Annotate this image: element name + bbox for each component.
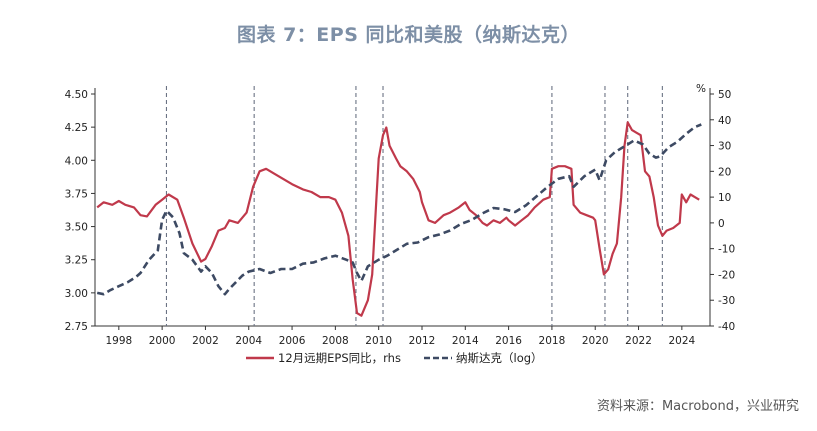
- x-tick-label: 2006: [279, 335, 306, 347]
- x-tick-label: 2016: [495, 335, 522, 347]
- series-layer: [96, 121, 702, 317]
- x-tick-label: 2014: [452, 335, 479, 347]
- eps-yoy-line: [96, 121, 700, 317]
- x-axis: 1998 2000 2002 2004 2006 2008 2010 2012 2014 2016…: [105, 326, 696, 347]
- chart-title: 图表 7：EPS 同比和美股（纳斯达克）: [236, 24, 581, 46]
- left-tick-label: 3.75: [65, 188, 88, 200]
- right-tick-label: 40: [718, 115, 731, 127]
- source-note: 资料来源：Macrobond，兴业研究: [596, 399, 799, 414]
- legend-label-eps: 12月远期EPS同比，rhs: [278, 351, 401, 365]
- x-tick-label: 2022: [625, 335, 652, 347]
- right-tick-label: -20: [718, 269, 735, 281]
- left-tick-label: 3.25: [65, 255, 88, 267]
- x-tick-label: 2010: [365, 335, 392, 347]
- left-tick-label: 3.50: [65, 222, 88, 234]
- right-tick-label: 50: [718, 89, 731, 101]
- left-tick-label: 2.75: [65, 321, 88, 333]
- x-tick-label: 2000: [149, 335, 176, 347]
- right-tick-label: -30: [718, 295, 735, 307]
- right-tick-label: 0: [718, 218, 725, 230]
- right-tick-label: 10: [718, 192, 731, 204]
- right-tick-label: -10: [718, 244, 735, 256]
- left-tick-label: 4.00: [65, 155, 88, 167]
- x-tick-label: 2004: [235, 335, 262, 347]
- event-lines: [165, 86, 663, 326]
- x-tick-label: 2008: [322, 335, 349, 347]
- left-tick-label: 4.25: [65, 122, 88, 134]
- right-axis: -40 -30 -20 -10 0 10 20 30 40 50%: [696, 83, 735, 333]
- legend-label-nasdaq: 纳斯达克（log）: [456, 351, 543, 365]
- right-axis-unit: %: [696, 83, 706, 95]
- right-tick-label: -40: [718, 321, 735, 333]
- right-tick-label: 30: [718, 141, 731, 153]
- left-axis: 2.75 3.00 3.25 3.50 3.75 4.00 4.25 4.50: [65, 89, 95, 333]
- legend: 12月远期EPS同比，rhs 纳斯达克（log）: [246, 351, 543, 365]
- right-tick-label: 20: [718, 166, 731, 178]
- left-tick-label: 4.50: [65, 89, 88, 101]
- x-tick-label: 2020: [582, 335, 609, 347]
- nasdaq-log-line: [96, 123, 702, 296]
- x-tick-label: 2018: [539, 335, 566, 347]
- left-tick-label: 3.00: [65, 288, 88, 300]
- plot-frame: [94, 88, 711, 327]
- x-tick-label: 1998: [105, 335, 132, 347]
- x-tick-label: 2002: [192, 335, 219, 347]
- x-tick-label: 2024: [668, 335, 695, 347]
- x-tick-label: 2012: [409, 335, 436, 347]
